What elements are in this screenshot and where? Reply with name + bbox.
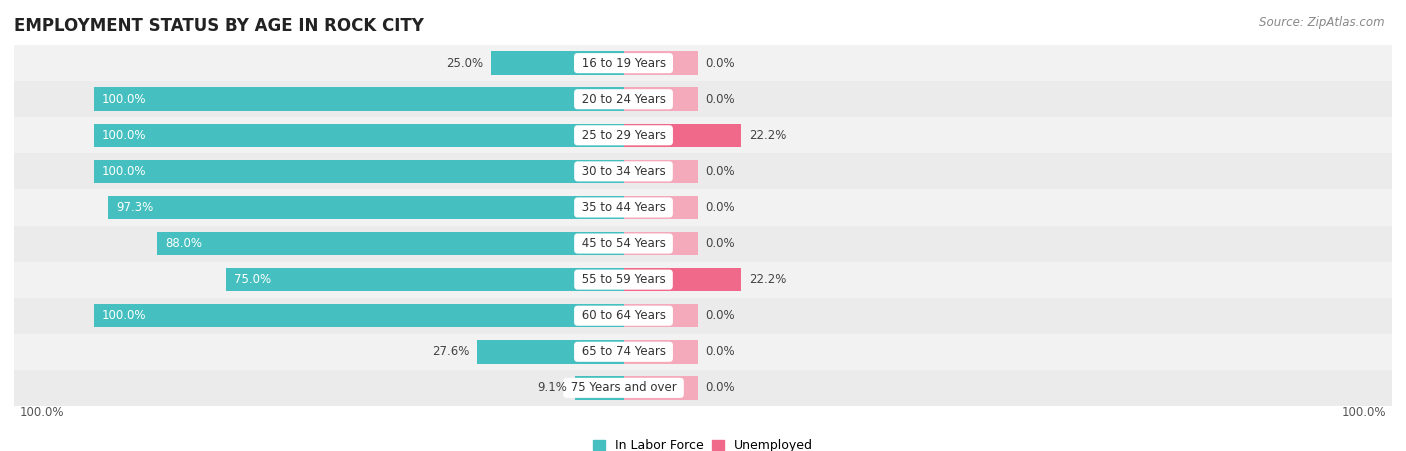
Text: 75 Years and over: 75 Years and over	[567, 382, 681, 394]
Text: 100.0%: 100.0%	[101, 129, 146, 142]
Text: 45 to 54 Years: 45 to 54 Years	[578, 237, 669, 250]
Bar	[14, 298, 1392, 334]
Bar	[94, 304, 623, 327]
Text: 0.0%: 0.0%	[706, 345, 735, 358]
Text: 0.0%: 0.0%	[706, 382, 735, 394]
Text: 20 to 24 Years: 20 to 24 Years	[578, 93, 669, 106]
Bar	[14, 226, 1392, 262]
Text: 25.0%: 25.0%	[446, 57, 484, 69]
Text: 88.0%: 88.0%	[165, 237, 202, 250]
Text: 100.0%: 100.0%	[101, 309, 146, 322]
Bar	[14, 81, 1392, 117]
Text: 0.0%: 0.0%	[706, 57, 735, 69]
Text: 100.0%: 100.0%	[20, 406, 63, 419]
Bar	[623, 160, 697, 183]
Bar	[623, 232, 697, 255]
Text: 55 to 59 Years: 55 to 59 Years	[578, 273, 669, 286]
Bar	[477, 340, 623, 364]
Bar	[623, 268, 741, 291]
Text: 100.0%: 100.0%	[101, 93, 146, 106]
Text: 100.0%: 100.0%	[101, 165, 146, 178]
Bar	[94, 160, 623, 183]
Bar	[623, 376, 697, 400]
Bar	[623, 304, 697, 327]
Bar	[623, 196, 697, 219]
Bar	[575, 376, 623, 400]
Bar	[157, 232, 623, 255]
Text: 0.0%: 0.0%	[706, 201, 735, 214]
Bar	[623, 51, 697, 75]
Text: 27.6%: 27.6%	[432, 345, 470, 358]
Bar	[14, 117, 1392, 153]
Text: 0.0%: 0.0%	[706, 93, 735, 106]
Bar	[14, 262, 1392, 298]
Bar	[94, 87, 623, 111]
Text: 30 to 34 Years: 30 to 34 Years	[578, 165, 669, 178]
Text: 9.1%: 9.1%	[537, 382, 568, 394]
Bar	[108, 196, 623, 219]
Text: 65 to 74 Years: 65 to 74 Years	[578, 345, 669, 358]
Bar	[14, 334, 1392, 370]
Bar	[14, 153, 1392, 189]
Bar	[623, 340, 697, 364]
Text: EMPLOYMENT STATUS BY AGE IN ROCK CITY: EMPLOYMENT STATUS BY AGE IN ROCK CITY	[14, 17, 425, 35]
Bar	[14, 45, 1392, 81]
Bar	[94, 124, 623, 147]
Bar	[623, 124, 741, 147]
Bar	[14, 370, 1392, 406]
Text: Source: ZipAtlas.com: Source: ZipAtlas.com	[1260, 16, 1385, 29]
Bar	[226, 268, 623, 291]
Text: 16 to 19 Years: 16 to 19 Years	[578, 57, 669, 69]
Text: 60 to 64 Years: 60 to 64 Years	[578, 309, 669, 322]
Text: 0.0%: 0.0%	[706, 165, 735, 178]
Bar	[491, 51, 623, 75]
Text: 100.0%: 100.0%	[1343, 406, 1386, 419]
Bar	[14, 189, 1392, 226]
Legend: In Labor Force, Unemployed: In Labor Force, Unemployed	[588, 434, 818, 451]
Text: 22.2%: 22.2%	[749, 129, 786, 142]
Text: 25 to 29 Years: 25 to 29 Years	[578, 129, 669, 142]
Text: 0.0%: 0.0%	[706, 309, 735, 322]
Text: 75.0%: 75.0%	[233, 273, 271, 286]
Text: 35 to 44 Years: 35 to 44 Years	[578, 201, 669, 214]
Text: 22.2%: 22.2%	[749, 273, 786, 286]
Bar	[623, 87, 697, 111]
Text: 97.3%: 97.3%	[115, 201, 153, 214]
Text: 0.0%: 0.0%	[706, 237, 735, 250]
